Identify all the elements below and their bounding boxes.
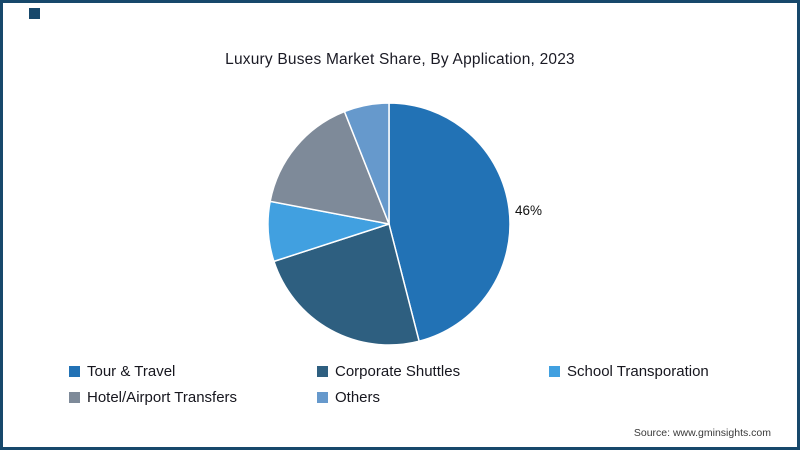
source-attribution: Source: www.gminsights.com — [633, 427, 771, 439]
legend-swatch-4 — [317, 392, 328, 403]
legend-swatch-0 — [69, 366, 80, 377]
legend-item-0: Tour & Travel — [69, 363, 317, 380]
legend: Tour & Travel Corporate Shuttles School Tr… — [69, 363, 769, 406]
legend-label-3: Hotel/Airport Transfers — [87, 389, 238, 406]
pie-slice-3 — [269, 110, 391, 225]
legend-item-3: Hotel/Airport Transfers — [69, 389, 317, 406]
pie-slice-0 — [388, 102, 511, 343]
legend-item-2: School Transporation — [549, 363, 769, 380]
legend-label-4: Others — [335, 389, 381, 406]
legend-swatch-2 — [549, 366, 560, 377]
pie-chart-area — [266, 101, 512, 347]
pie-data-label: 46% — [515, 203, 543, 218]
legend-swatch-1 — [317, 366, 328, 377]
legend-swatch-3 — [69, 392, 80, 403]
pie-slice-4 — [343, 102, 390, 225]
legend-item-1: Corporate Shuttles — [317, 363, 549, 380]
pie-slice-1 — [272, 223, 421, 346]
pie-chart — [267, 102, 511, 346]
corner-mark — [29, 8, 40, 19]
legend-label-2: School Transporation — [567, 363, 709, 380]
legend-item-4: Others — [317, 389, 549, 406]
legend-label-1: Corporate Shuttles — [335, 363, 461, 380]
legend-label-0: Tour & Travel — [87, 363, 176, 380]
chart-title: Luxury Buses Market Share, By Applicatio… — [225, 51, 575, 68]
